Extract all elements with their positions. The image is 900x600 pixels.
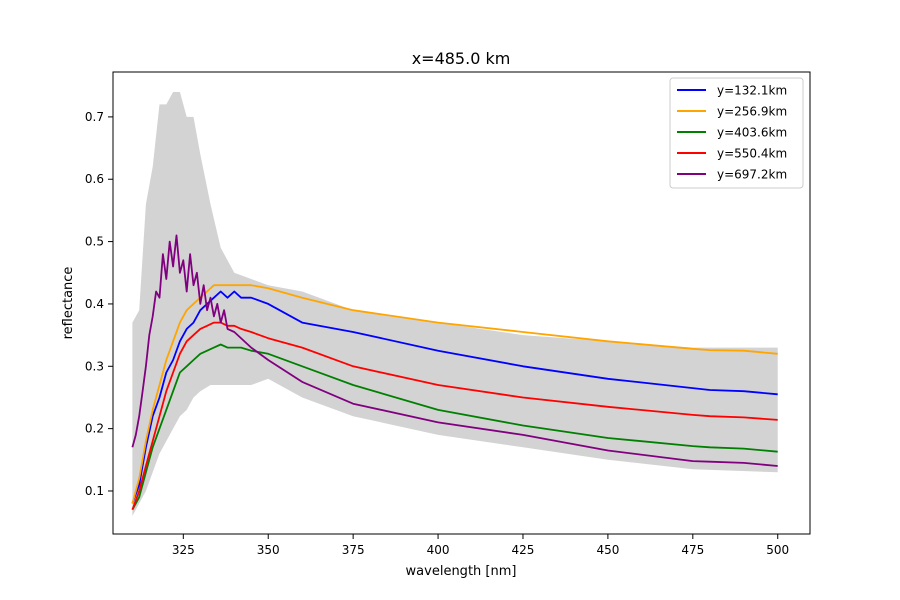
series-line-4 — [131, 321, 778, 511]
legend-label-2: y=256.9km — [717, 105, 787, 119]
chart-title: x=485.0 km — [412, 49, 511, 68]
y-axis-label: reflectance — [61, 267, 76, 340]
x-tick-label: 425 — [512, 543, 535, 557]
series-line-3 — [131, 343, 778, 511]
y-tick-label: 0.2 — [85, 422, 104, 436]
y-tick-label: 0.3 — [85, 359, 104, 373]
x-tick-label: 350 — [257, 543, 280, 557]
x-tick-label: 400 — [427, 543, 450, 557]
plot-area — [131, 92, 778, 516]
plot-frame — [112, 71, 811, 535]
series-line-2 — [131, 284, 778, 504]
x-tick-label: 450 — [596, 543, 619, 557]
envelope-band — [132, 92, 778, 516]
legend: y=132.1km y=256.9km y=403.6km y=550.4km y=69… — [669, 77, 804, 189]
x-tick-label: 325 — [172, 543, 195, 557]
legend-label-3: y=403.6km — [717, 126, 787, 140]
y-tick-label: 0.5 — [85, 235, 104, 249]
series-line-5 — [131, 234, 778, 467]
x-tick-label: 375 — [342, 543, 365, 557]
x-tick-label: 500 — [766, 543, 789, 557]
x-axis-label: wavelength [nm] — [406, 564, 517, 579]
legend-label-4: y=550.4km — [717, 147, 787, 161]
legend-box — [669, 77, 804, 189]
y-tick-label: 0.4 — [85, 297, 104, 311]
legend-label-1: y=132.1km — [717, 84, 787, 98]
y-axis: 0.1 0.2 0.3 0.4 0.5 0.6 0.7 — [85, 110, 113, 498]
y-tick-label: 0.6 — [85, 172, 104, 186]
series-line-1 — [131, 290, 778, 504]
y-tick-label: 0.1 — [85, 484, 104, 498]
x-axis: 325 350 375 400 425 450 475 500 — [172, 534, 789, 557]
legend-label-5: y=697.2km — [717, 168, 787, 182]
x-tick-label: 475 — [681, 543, 704, 557]
y-tick-label: 0.7 — [85, 110, 104, 124]
